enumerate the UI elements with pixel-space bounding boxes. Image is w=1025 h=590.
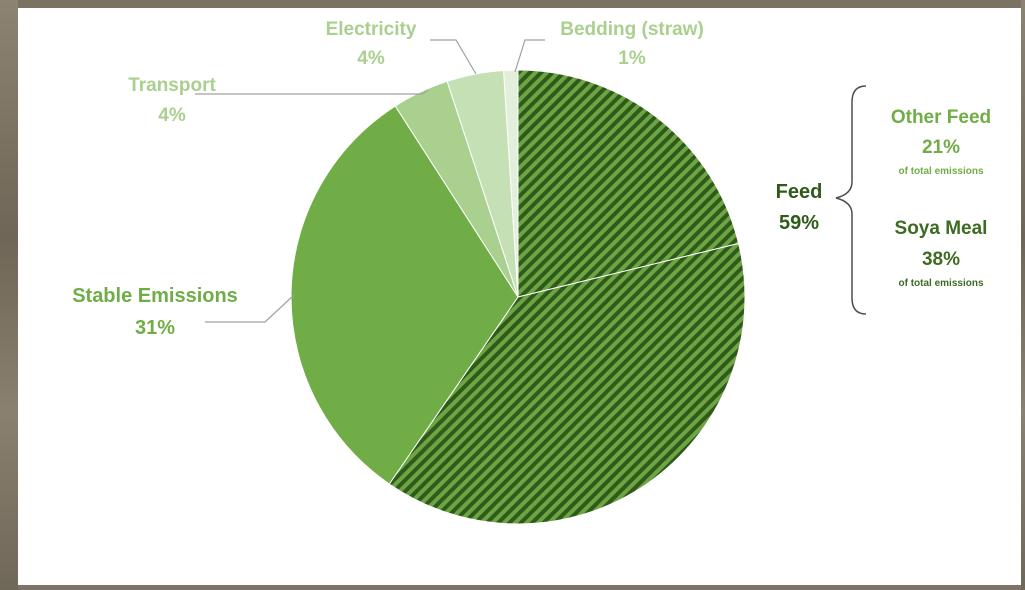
leader-line-stable bbox=[205, 294, 295, 323]
leader-lines bbox=[195, 39, 867, 323]
background-left bbox=[0, 0, 18, 590]
label-electricity-pct: 4% bbox=[357, 48, 385, 69]
label-electricity-name: Electricity bbox=[326, 19, 417, 40]
leader-line-transport bbox=[195, 89, 429, 95]
label-feed-pct: 59% bbox=[779, 212, 819, 234]
leader-line-electricity bbox=[430, 39, 477, 75]
label-bedding-pct: 1% bbox=[618, 48, 646, 69]
label-stable-name: Stable Emissions bbox=[72, 285, 238, 307]
pie-slice-soya-meal bbox=[388, 242, 746, 525]
background-top bbox=[0, 0, 1025, 8]
pie-slices bbox=[290, 69, 746, 525]
label-other-feed-pct: 21% bbox=[922, 137, 960, 158]
label-other-feed-name: Other Feed bbox=[891, 107, 991, 128]
label-soya-pct: 38% bbox=[922, 249, 960, 270]
pie-slice-stable-emissions bbox=[290, 105, 519, 485]
pie-slice-other-feed bbox=[517, 69, 740, 298]
label-transport-name: Transport bbox=[128, 75, 216, 96]
label-soya-note: of total emissions bbox=[898, 278, 983, 289]
pie-slice-bedding-straw bbox=[503, 69, 519, 298]
leader-line-bedding bbox=[514, 39, 545, 73]
label-other-feed-note: of total emissions bbox=[898, 166, 983, 177]
label-bedding-name: Bedding (straw) bbox=[560, 19, 704, 40]
feed-brace bbox=[835, 85, 867, 315]
background-right bbox=[1021, 0, 1025, 590]
label-transport-pct: 4% bbox=[158, 105, 186, 126]
label-soya-name: Soya Meal bbox=[895, 218, 988, 239]
label-feed-name: Feed bbox=[776, 181, 823, 203]
label-stable-pct: 31% bbox=[135, 317, 175, 339]
